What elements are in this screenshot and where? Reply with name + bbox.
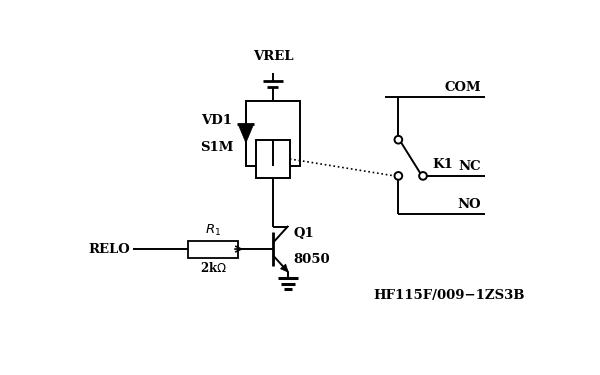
Text: RELO: RELO xyxy=(88,243,130,255)
Text: VD1: VD1 xyxy=(201,114,232,128)
Bar xyxy=(256,140,290,178)
Bar xyxy=(246,101,300,166)
Text: Q1: Q1 xyxy=(293,227,314,240)
Circle shape xyxy=(419,172,427,180)
Text: 8050: 8050 xyxy=(293,253,330,266)
Circle shape xyxy=(395,172,402,180)
Polygon shape xyxy=(238,124,254,143)
Text: $R_1$: $R_1$ xyxy=(205,222,221,237)
Text: NC: NC xyxy=(458,160,481,173)
Text: 2k$\Omega$: 2k$\Omega$ xyxy=(200,261,227,274)
Text: COM: COM xyxy=(444,81,481,93)
Polygon shape xyxy=(281,264,288,272)
Text: S1M: S1M xyxy=(200,141,233,154)
Text: HF115F/009−1ZS3B: HF115F/009−1ZS3B xyxy=(373,289,524,302)
Bar xyxy=(188,241,238,258)
Circle shape xyxy=(395,136,402,144)
Text: K1: K1 xyxy=(432,158,453,171)
Text: VREL: VREL xyxy=(253,50,293,63)
Text: NO: NO xyxy=(457,198,481,211)
